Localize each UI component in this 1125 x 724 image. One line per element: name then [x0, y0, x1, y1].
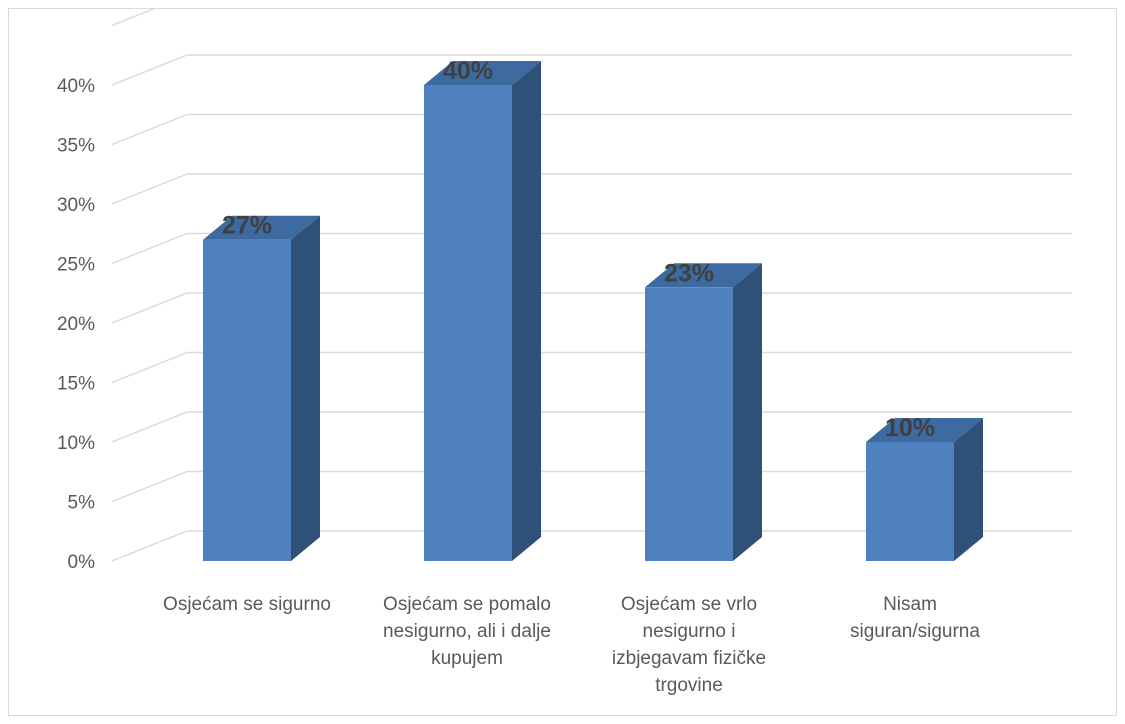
- y-tick-label: 40%: [57, 76, 95, 97]
- x-category-label: Osjećam se vrlo nesigurno i izbjegavam f…: [611, 594, 767, 696]
- x-category-label: Osjećam se sigurno: [163, 594, 331, 615]
- y-axis-ticks: 0% 5% 10% 15% 20% 25% 30% 35% 40%: [57, 76, 95, 573]
- gridlines: [111, 9, 1072, 562]
- bar-top: [866, 418, 983, 442]
- gridline-depth: [111, 9, 156, 27]
- data-label: 23%: [664, 259, 714, 287]
- gridline-depth: [111, 113, 188, 146]
- bar-top: [645, 263, 762, 288]
- y-tick-label: 30%: [57, 195, 95, 216]
- y-tick-label: 25%: [57, 255, 95, 276]
- bar-side: [954, 418, 983, 561]
- y-tick-label: 35%: [57, 136, 95, 157]
- bar: [203, 215, 320, 561]
- y-tick-label: 0%: [68, 552, 96, 573]
- gridline-depth: [111, 292, 188, 324]
- x-category-label: Nisam siguran/sigurna: [850, 594, 980, 642]
- bars: [203, 61, 983, 561]
- y-tick-label: 20%: [57, 314, 95, 335]
- gridline-depth: [111, 530, 188, 562]
- bar: [866, 418, 983, 561]
- data-label: 27%: [222, 212, 272, 240]
- bar-side: [291, 215, 320, 561]
- data-label: 40%: [443, 57, 493, 85]
- y-tick-label: 15%: [57, 374, 95, 395]
- bar-front: [866, 442, 954, 561]
- gridline-depth: [111, 173, 188, 205]
- bar-chart: 0% 5% 10% 15% 20% 25% 30% 35% 40% 27% 40% 23% 10%: [57, 9, 1072, 573]
- gridline-depth: [111, 232, 188, 265]
- gridline-depth: [111, 351, 188, 384]
- gridline-depth: [111, 54, 188, 86]
- y-tick-label: 5%: [68, 493, 96, 514]
- bar: [645, 263, 762, 561]
- bar-top: [424, 61, 541, 85]
- bar-side: [733, 263, 762, 561]
- x-category-label: Osjećam se pomalo nesigurno, ali i dalje…: [383, 594, 551, 669]
- bar: [424, 61, 541, 561]
- data-labels: 27% 40% 23% 10%: [222, 57, 935, 442]
- bar-top: [203, 215, 320, 240]
- bar-front: [203, 239, 291, 561]
- gridline-depth: [111, 470, 188, 503]
- y-tick-label: 10%: [57, 433, 95, 454]
- chart-frame: 0% 5% 10% 15% 20% 25% 30% 35% 40% 27% 40% 23% 10% O…: [8, 8, 1117, 716]
- bar-front: [645, 287, 733, 561]
- bar-side: [512, 61, 541, 561]
- bar-front: [424, 85, 512, 561]
- data-label: 10%: [885, 414, 935, 442]
- gridline-depth: [111, 411, 188, 443]
